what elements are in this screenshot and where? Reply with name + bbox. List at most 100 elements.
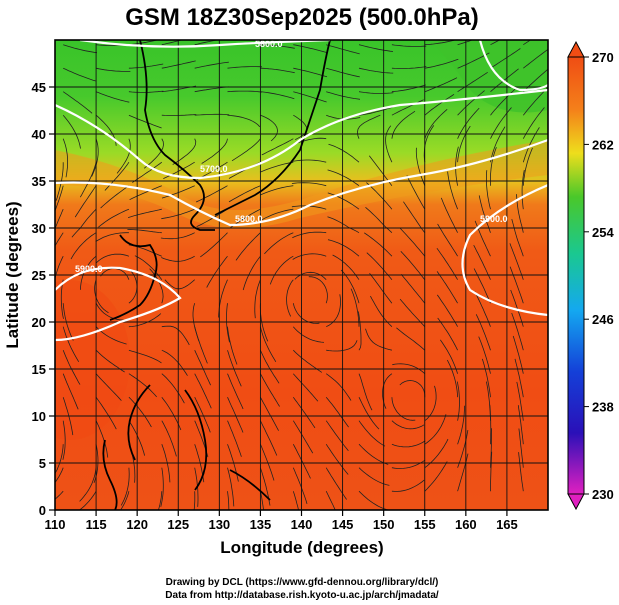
- streamline: [78, 490, 97, 510]
- streamline: [490, 451, 493, 492]
- streamline: [100, 185, 130, 209]
- streamline: [242, 255, 261, 291]
- x-tick-label: 125: [167, 517, 189, 532]
- streamline: [327, 216, 360, 234]
- streamline: [510, 289, 524, 327]
- streamline: [457, 405, 465, 445]
- streamline: [260, 67, 295, 74]
- streamline: [457, 71, 488, 93]
- streamline: [457, 40, 474, 46]
- streamline: [63, 67, 96, 82]
- streamline: [55, 256, 64, 281]
- contour-label: 5700.0: [200, 164, 228, 174]
- map-title: GSM 18Z30Sep2025 (500.0hPa): [125, 4, 479, 31]
- streamline: [260, 420, 278, 456]
- colorbar-bottom-arrow: [567, 493, 585, 511]
- streamline: [104, 161, 130, 191]
- streamline: [291, 159, 327, 163]
- y-tick-label: 45: [32, 80, 46, 95]
- streamline: [161, 373, 185, 404]
- streamline: [293, 114, 308, 140]
- credit-drawing: Drawing by DCL (https://www.gfd-dennou.o…: [166, 577, 439, 588]
- streamline: [260, 326, 277, 363]
- streamline: [194, 373, 212, 409]
- streamline: [423, 125, 435, 163]
- streamline: [358, 420, 386, 447]
- streamline: [128, 349, 162, 364]
- streamline: [518, 452, 524, 492]
- contour-labels: 5800.0 5700.0 5800.0 5900.0 5900.0: [75, 40, 508, 274]
- streamline: [490, 107, 512, 139]
- streamline: [358, 443, 389, 465]
- streamline: [63, 44, 98, 54]
- colorbar-tick-label: 270: [592, 50, 614, 65]
- grid: [55, 40, 548, 510]
- streamline: [391, 44, 427, 47]
- streamline: [161, 114, 197, 116]
- x-tick-label: 165: [496, 517, 518, 532]
- streamline: [194, 40, 220, 46]
- streamline: [291, 182, 327, 187]
- streamline: [473, 245, 491, 280]
- y-tick-label: 5: [39, 456, 46, 471]
- streamline: [522, 147, 533, 186]
- streamline: [254, 279, 261, 319]
- streamline: [325, 420, 349, 452]
- streamline: [516, 381, 524, 421]
- streamline: [292, 303, 320, 324]
- streamline: [201, 138, 228, 164]
- streamline: [350, 288, 360, 327]
- streamline: [55, 490, 64, 500]
- streamline: [457, 107, 480, 139]
- streamline: [369, 272, 393, 304]
- streamline: [62, 373, 79, 410]
- streamline: [227, 90, 263, 93]
- streamline: [227, 114, 261, 128]
- streamline: [55, 232, 64, 247]
- x-tick-label: 130: [208, 517, 230, 532]
- streamline: [358, 311, 362, 351]
- streamline: [490, 147, 497, 186]
- streamline: [292, 373, 319, 402]
- streamline: [259, 185, 294, 196]
- streamline: [522, 127, 540, 163]
- streamline: [227, 420, 242, 457]
- streamline: [424, 77, 458, 93]
- streamline: [96, 67, 131, 72]
- streamline: [447, 171, 458, 210]
- streamline: [194, 397, 211, 433]
- streamline: [358, 44, 394, 52]
- streamline: [385, 125, 393, 163]
- y-tick-label: 0: [39, 503, 46, 518]
- streamline: [260, 350, 280, 384]
- streamline: [160, 467, 164, 507]
- streamline: [62, 303, 74, 341]
- streamline: [457, 430, 469, 468]
- streamline: [96, 253, 130, 264]
- streamline: [55, 467, 64, 484]
- streamline: [79, 162, 97, 198]
- streamline: [424, 108, 448, 139]
- y-tick-label: 15: [32, 362, 46, 377]
- streamline: [356, 114, 381, 139]
- streamline: [391, 110, 416, 139]
- streamline: [473, 268, 491, 304]
- streamline: [325, 467, 347, 500]
- streamline: [327, 239, 360, 257]
- streamline: [161, 349, 188, 376]
- streamline: [62, 138, 68, 178]
- streamline: [486, 381, 491, 421]
- streamline: [490, 126, 506, 163]
- streamline: [292, 491, 299, 510]
- streamline: [227, 66, 263, 69]
- streamline: [517, 405, 524, 445]
- x-tick-label: 160: [455, 517, 477, 532]
- streamline: [95, 396, 117, 430]
- y-tick-label: 35: [32, 174, 46, 189]
- streamline: [328, 143, 360, 163]
- streamline: [260, 373, 280, 407]
- streamline: [292, 396, 316, 429]
- x-tick-label: 115: [86, 517, 107, 532]
- streamline: [424, 438, 449, 469]
- streamline: [195, 185, 228, 203]
